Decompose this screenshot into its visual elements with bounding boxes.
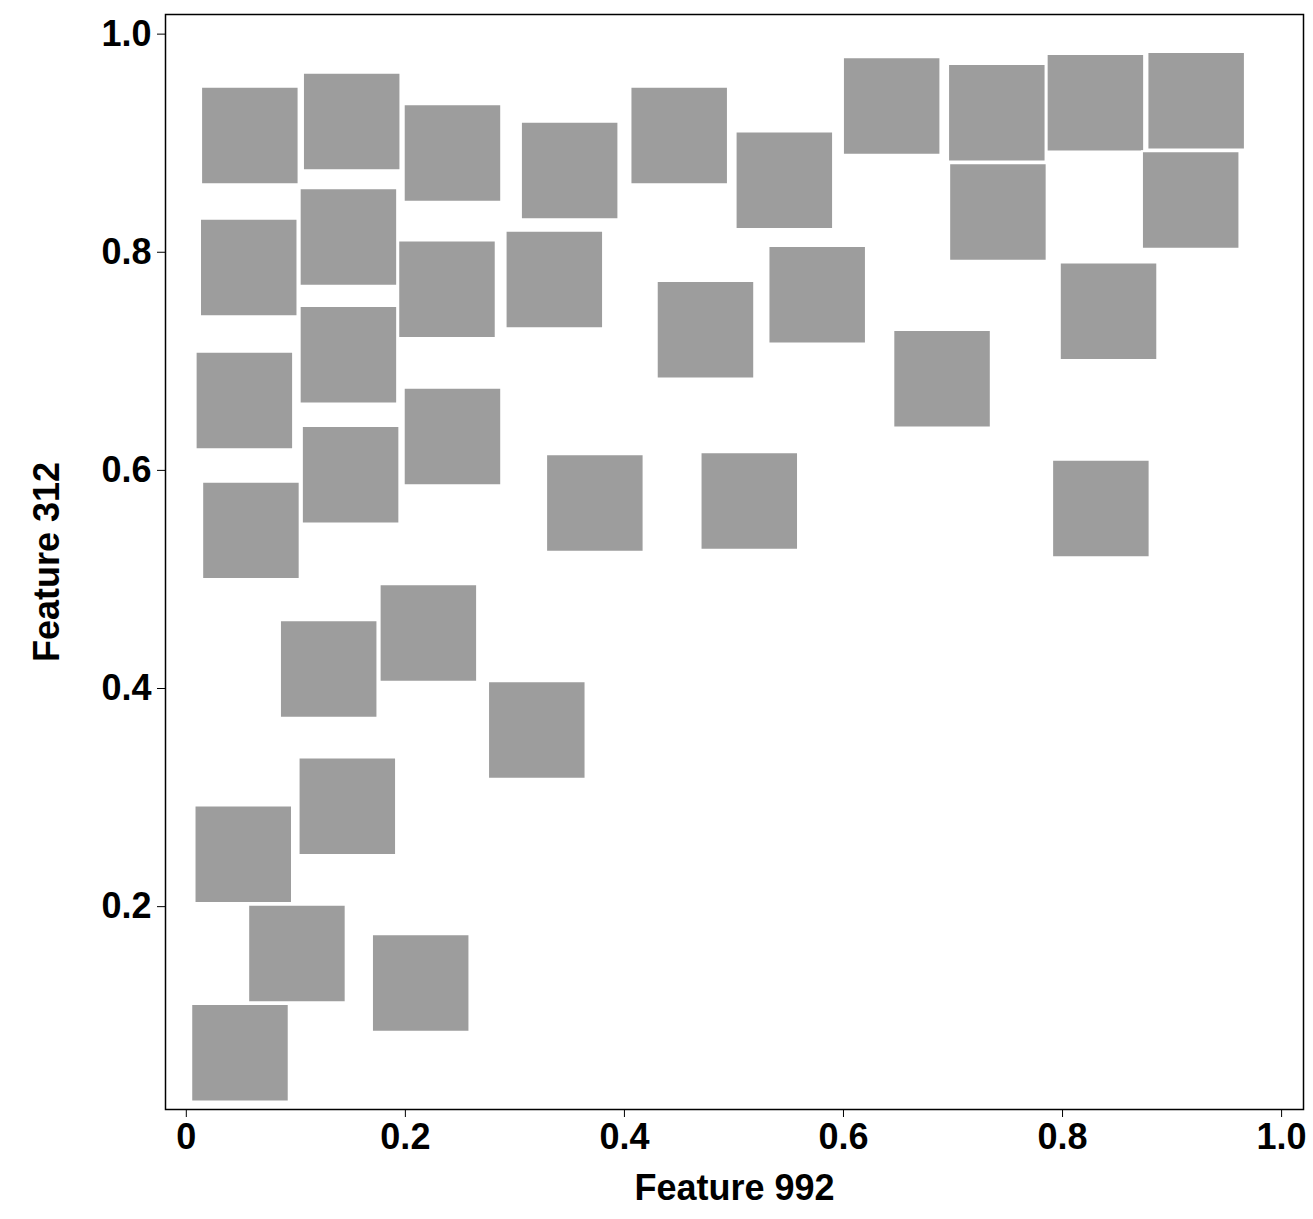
svg-text:0.4: 0.4 <box>101 667 151 708</box>
svg-text:0.6: 0.6 <box>818 1116 868 1157</box>
svg-text:0.6: 0.6 <box>101 449 151 490</box>
svg-text:0: 0 <box>176 1116 196 1157</box>
svg-text:Feature 312: Feature 312 <box>26 462 67 662</box>
svg-text:0.8: 0.8 <box>1038 1116 1088 1157</box>
svg-text:0.4: 0.4 <box>599 1116 649 1157</box>
svg-text:1.0: 1.0 <box>1257 1116 1307 1157</box>
svg-text:1.0: 1.0 <box>101 13 151 54</box>
svg-text:Feature 992: Feature 992 <box>634 1167 834 1208</box>
svg-text:0.8: 0.8 <box>101 231 151 272</box>
svg-text:0.2: 0.2 <box>101 885 151 926</box>
svg-text:0.2: 0.2 <box>380 1116 430 1157</box>
